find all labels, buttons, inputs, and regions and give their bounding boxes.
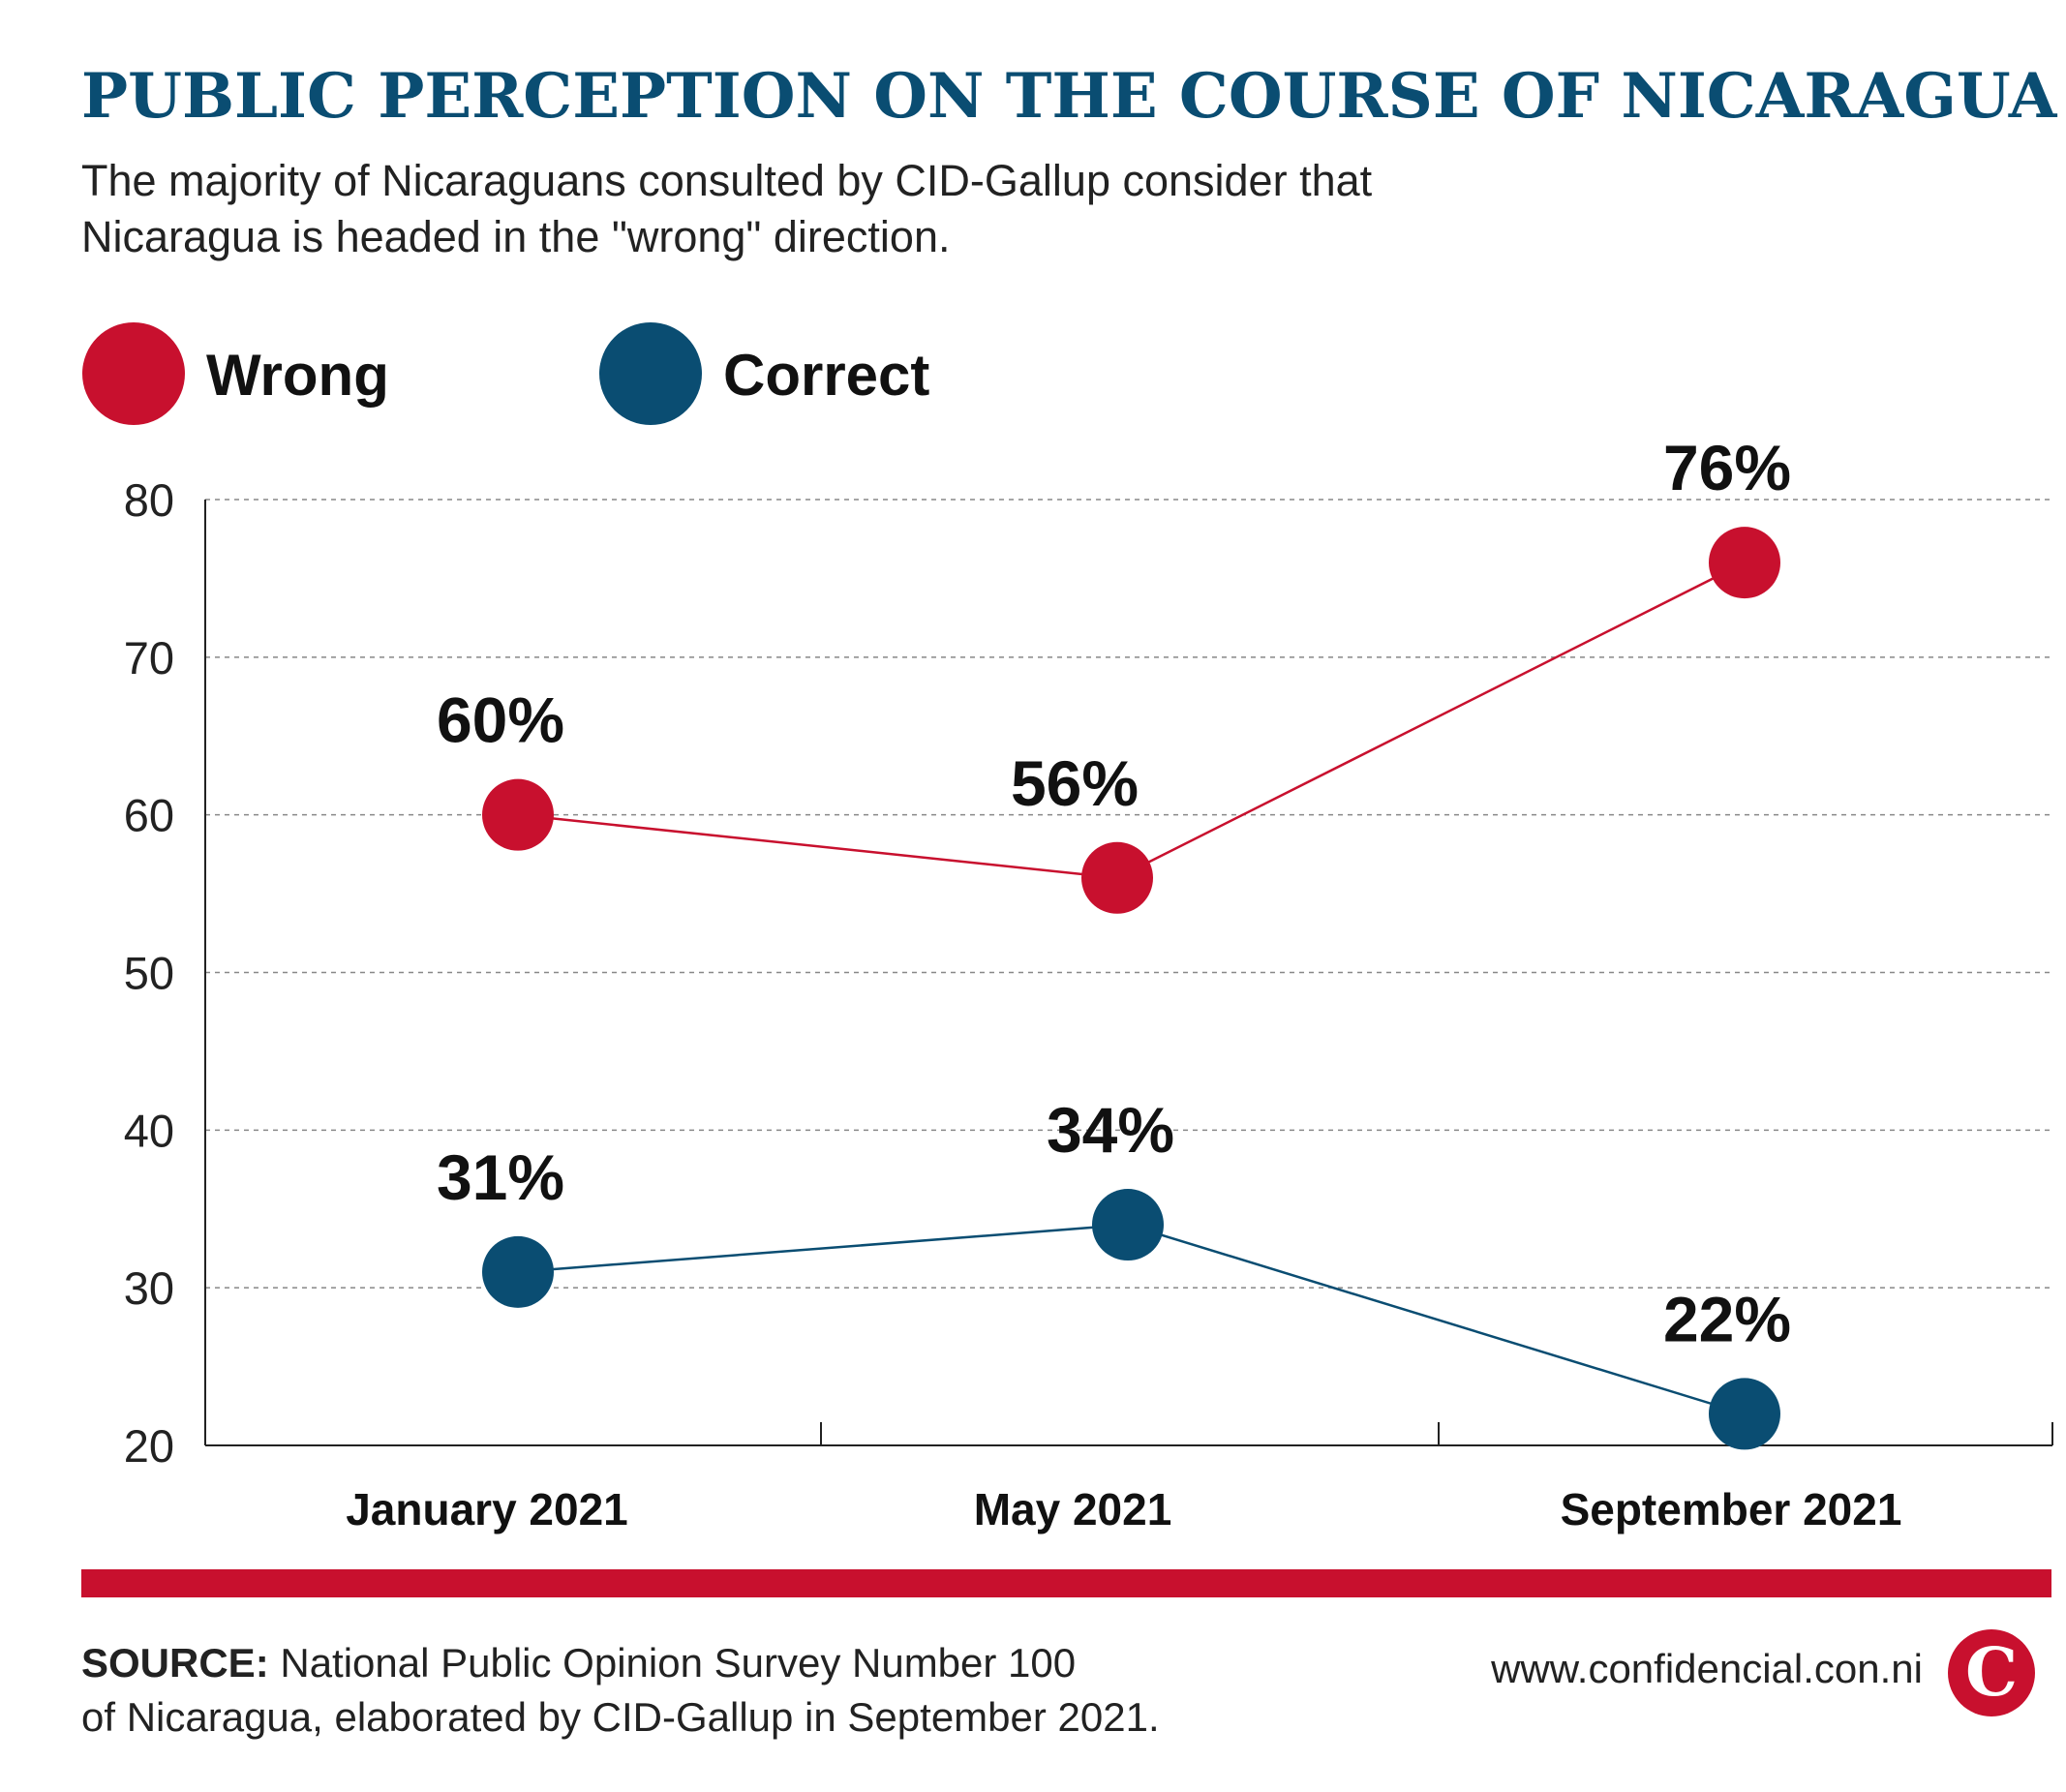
data-point-correct-2 bbox=[1709, 1378, 1780, 1450]
y-tick-label-70: 70 bbox=[124, 632, 174, 683]
y-tick-label-50: 50 bbox=[124, 948, 174, 999]
chart-series bbox=[482, 527, 1780, 1450]
data-point-correct-0 bbox=[482, 1235, 554, 1308]
source-note: SOURCE: National Public Opinion Survey N… bbox=[81, 1636, 1437, 1745]
x-category-label-1: May 2021 bbox=[974, 1484, 1172, 1534]
x-category-label-0: January 2021 bbox=[346, 1484, 628, 1534]
source-text-line-1: National Public Opinion Survey Number 10… bbox=[280, 1640, 1077, 1686]
website-link[interactable]: www.confidencial.con.ni bbox=[1491, 1646, 1923, 1691]
chart-gridlines bbox=[205, 499, 2052, 1289]
source-label: SOURCE: bbox=[81, 1640, 269, 1686]
line-chart: Wrong Correct 20 30 40 50 60 70 80 January 2021 M… bbox=[82, 322, 2053, 1534]
data-label-wrong-0: 60% bbox=[437, 684, 564, 756]
y-tick-label-60: 60 bbox=[124, 790, 174, 841]
data-label-correct-1: 34% bbox=[1047, 1094, 1174, 1166]
x-category-label-2: September 2021 bbox=[1561, 1484, 1902, 1534]
legend-marker-correct bbox=[599, 322, 702, 425]
legend-label-wrong: Wrong bbox=[206, 343, 389, 408]
legend-marker-wrong bbox=[82, 322, 185, 425]
y-tick-label-30: 30 bbox=[124, 1262, 174, 1314]
subtitle-line-1: The majority of Nicaraguans consulted by… bbox=[81, 156, 1373, 205]
page-subtitle: The majority of Nicaraguans consulted by… bbox=[81, 153, 1534, 265]
legend-label-correct: Correct bbox=[723, 343, 929, 408]
confidencial-logo-icon: C bbox=[1948, 1629, 2035, 1716]
y-tick-label-40: 40 bbox=[124, 1105, 174, 1156]
data-label-wrong-2: 76% bbox=[1663, 432, 1791, 503]
series-line-wrong bbox=[517, 562, 1746, 880]
data-point-wrong-0 bbox=[482, 778, 554, 851]
footer-divider bbox=[81, 1569, 2051, 1597]
chart-legend: Wrong Correct bbox=[82, 322, 929, 425]
subtitle-line-2: Nicaragua is headed in the "wrong" direc… bbox=[81, 212, 951, 261]
chart-data-labels: 60% 56% 76% 31% 34% 22% bbox=[437, 432, 1791, 1354]
y-tick-label-80: 80 bbox=[124, 474, 174, 526]
y-tick-label-20: 20 bbox=[124, 1420, 174, 1472]
data-point-wrong-2 bbox=[1709, 527, 1780, 599]
source-text-line-2: of Nicaragua, elaborated by CID-Gallup i… bbox=[81, 1694, 1160, 1740]
page-title: PUBLIC PERCEPTION ON THE COURSE OF NICAR… bbox=[81, 60, 2057, 133]
data-label-correct-0: 31% bbox=[437, 1141, 564, 1213]
data-point-correct-1 bbox=[1092, 1189, 1164, 1261]
data-label-wrong-1: 56% bbox=[1011, 747, 1139, 819]
chart-axes: 20 30 40 50 60 70 80 January 2021 May 2021 Septem… bbox=[124, 474, 2053, 1534]
data-point-wrong-1 bbox=[1081, 841, 1153, 914]
data-label-correct-2: 22% bbox=[1663, 1283, 1791, 1354]
